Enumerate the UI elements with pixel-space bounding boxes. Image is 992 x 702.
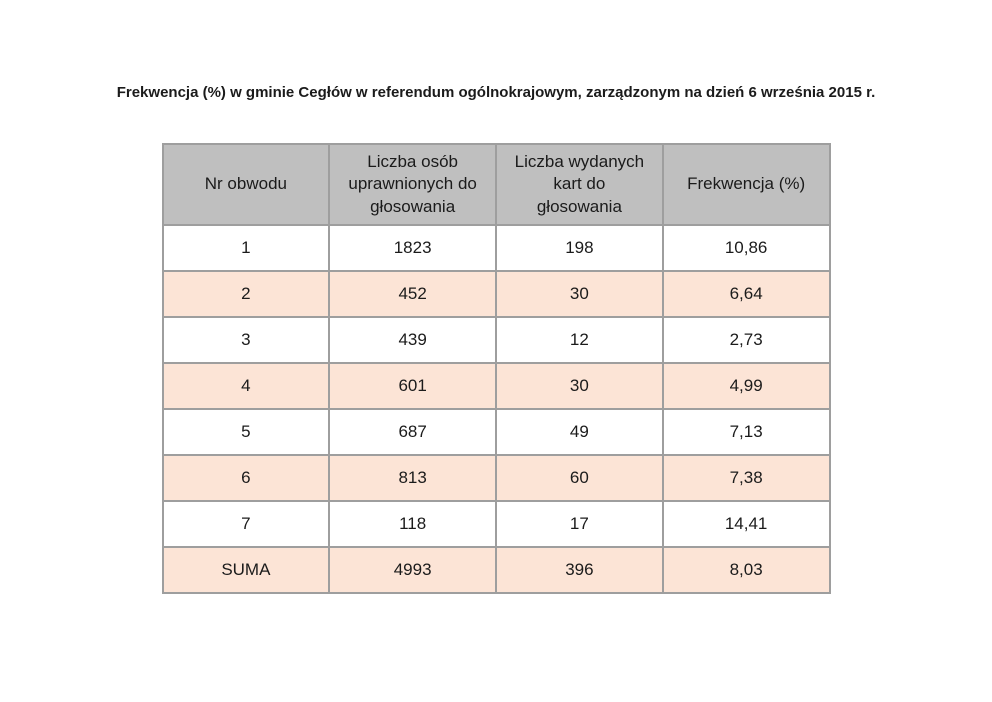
cell-uprawnieni: 813 (328, 454, 497, 502)
cell-obwod: 7 (161, 500, 331, 548)
cell-frekwencja: 7,38 (661, 454, 831, 502)
cell-karty: 30 (495, 362, 664, 410)
cell-uprawnieni: 687 (328, 408, 497, 456)
cell-uprawnieni: 118 (328, 500, 497, 548)
cell-karty: 396 (495, 546, 664, 594)
table-row-suma: SUMA 4993 396 8,03 (161, 546, 831, 594)
cell-obwod: 1 (161, 224, 331, 272)
table-row: 4 601 30 4,99 (161, 362, 831, 410)
cell-karty: 198 (495, 224, 664, 272)
table-row: 6 813 60 7,38 (161, 454, 831, 502)
cell-obwod: 5 (161, 408, 331, 456)
header-cell-uprawnieni: Liczba osób uprawnionych do głosowania (328, 143, 497, 226)
cell-karty: 12 (495, 316, 664, 364)
page-title: Frekwencja (%) w gminie Cegłów w referen… (116, 84, 876, 101)
table-row: 5 687 49 7,13 (161, 408, 831, 456)
cell-obwod: 6 (161, 454, 331, 502)
cell-frekwencja: 2,73 (661, 316, 831, 364)
cell-karty: 17 (495, 500, 664, 548)
cell-frekwencja: 8,03 (661, 546, 831, 594)
cell-obwod: SUMA (161, 546, 331, 594)
table-row: 2 452 30 6,64 (161, 270, 831, 318)
header-cell-wydane-karty: Liczba wydanych kart do głosowania (495, 143, 664, 226)
cell-obwod: 4 (161, 362, 331, 410)
cell-uprawnieni: 1823 (328, 224, 497, 272)
header-cell-frekwencja: Frekwencja (%) (661, 143, 831, 226)
cell-frekwencja: 4,99 (661, 362, 831, 410)
table-row: 7 118 17 14,41 (161, 500, 831, 548)
cell-frekwencja: 7,13 (661, 408, 831, 456)
cell-obwod: 2 (161, 270, 331, 318)
header-cell-nr-obwodu: Nr obwodu (161, 143, 331, 226)
cell-karty: 60 (495, 454, 664, 502)
cell-karty: 30 (495, 270, 664, 318)
cell-uprawnieni: 4993 (328, 546, 497, 594)
table-row: 1 1823 198 10,86 (161, 224, 831, 272)
cell-karty: 49 (495, 408, 664, 456)
cell-uprawnieni: 439 (328, 316, 497, 364)
cell-frekwencja: 10,86 (661, 224, 831, 272)
cell-uprawnieni: 452 (328, 270, 497, 318)
cell-frekwencja: 14,41 (661, 500, 831, 548)
cell-frekwencja: 6,64 (661, 270, 831, 318)
table-header-row: Nr obwodu Liczba osób uprawnionych do gł… (161, 143, 831, 226)
turnout-table: Nr obwodu Liczba osób uprawnionych do gł… (161, 143, 831, 594)
cell-uprawnieni: 601 (328, 362, 497, 410)
table-row: 3 439 12 2,73 (161, 316, 831, 364)
cell-obwod: 3 (161, 316, 331, 364)
